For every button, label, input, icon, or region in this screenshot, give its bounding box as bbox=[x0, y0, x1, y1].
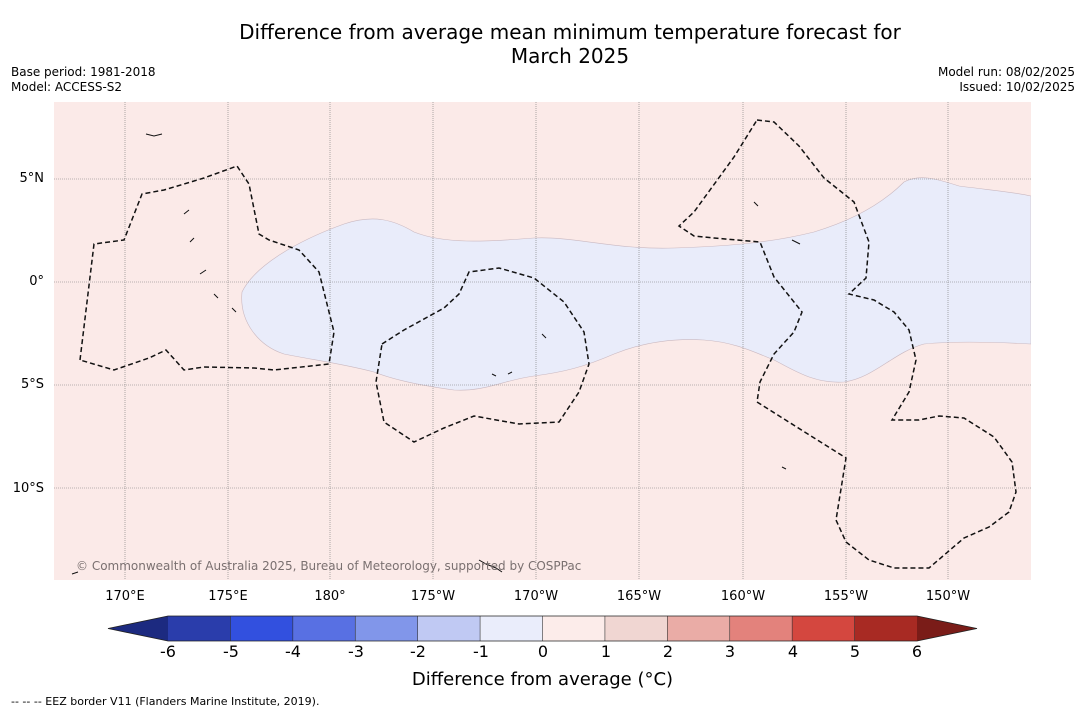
cbar-tick-1: 1 bbox=[600, 642, 612, 661]
issued-date: Issued: 10/02/2025 bbox=[959, 80, 1075, 94]
cbar-tick-2: 2 bbox=[662, 642, 674, 661]
eez-kiribati-gilberts bbox=[79, 165, 335, 371]
colorbar-segment-8 bbox=[667, 616, 731, 641]
title-line-2: March 2025 bbox=[510, 44, 630, 68]
cbar-tick-neg3: -3 bbox=[348, 642, 364, 661]
lon-label-175w: 175°W bbox=[410, 589, 456, 604]
lon-label-150w: 150°W bbox=[925, 589, 971, 604]
cbar-tick-neg2: -2 bbox=[410, 642, 426, 661]
colorbar-segment-1 bbox=[230, 616, 294, 641]
title-line-1: Difference from average mean minimum tem… bbox=[239, 20, 901, 44]
colorbar-segment-9 bbox=[729, 616, 793, 641]
eez-howland-baker bbox=[375, 267, 590, 443]
cbar-tick-neg1: -1 bbox=[473, 642, 489, 661]
cbar-tick-neg6: -6 bbox=[160, 642, 176, 661]
colorbar-segment-7 bbox=[604, 616, 668, 641]
chart-title: Difference from average mean minimum tem… bbox=[0, 20, 1085, 68]
colorbar-segment-6 bbox=[542, 616, 606, 641]
colorbar-extend-high bbox=[917, 616, 977, 641]
eez-legend-note: -- -- -- EEZ border V11 (Flanders Marine… bbox=[11, 695, 320, 708]
meta-right: Model run: 08/02/2025 Issued: 10/02/2025 bbox=[938, 65, 1075, 95]
lon-label-165w: 165°W bbox=[616, 589, 662, 604]
eez-borders bbox=[79, 119, 1017, 569]
cbar-tick-4: 4 bbox=[787, 642, 799, 661]
colorbar-label: Difference from average (°C) bbox=[411, 669, 674, 690]
lon-label-160w: 160°W bbox=[720, 589, 766, 604]
colorbar-segment-2 bbox=[292, 616, 356, 641]
lat-label-0: 0° bbox=[29, 274, 44, 289]
model-name: Model: ACCESS-S2 bbox=[11, 80, 123, 94]
colorbar-segment-3 bbox=[355, 616, 419, 641]
meta-left: Base period: 1981-2018 Model: ACCESS-S2 bbox=[11, 65, 156, 95]
lon-label-170e: 170°E bbox=[105, 589, 145, 604]
lon-label-170w: 170°W bbox=[513, 589, 559, 604]
colorbar-segment-5 bbox=[480, 616, 543, 641]
island-group-3 bbox=[491, 333, 547, 377]
cbar-tick-5: 5 bbox=[849, 642, 861, 661]
lon-label-180: 180° bbox=[314, 589, 346, 604]
island-group-4 bbox=[753, 201, 801, 470]
colorbar-segment-11 bbox=[854, 616, 918, 641]
base-period: Base period: 1981-2018 bbox=[11, 65, 156, 79]
cbar-tick-3: 3 bbox=[724, 642, 736, 661]
cbar-tick-neg5: -5 bbox=[223, 642, 239, 661]
colorbar-extend-low bbox=[108, 616, 168, 641]
islands bbox=[71, 133, 801, 575]
cbar-tick-neg4: -4 bbox=[285, 642, 301, 661]
colorbar-segment-4 bbox=[417, 616, 481, 641]
cbar-tick-0: 0 bbox=[537, 642, 549, 661]
lon-label-155w: 155°W bbox=[823, 589, 869, 604]
lon-label-175e: 175°E bbox=[208, 589, 248, 604]
island-group-1 bbox=[145, 133, 163, 137]
island-group-2 bbox=[183, 209, 237, 313]
lat-label-10s: 10°S bbox=[12, 481, 44, 496]
eez-line-islands bbox=[677, 119, 1017, 569]
forecast-map: © Commonwealth of Australia 2025, Bureau… bbox=[54, 102, 1031, 580]
model-run: Model run: 08/02/2025 bbox=[937, 65, 1075, 79]
lat-label-5s: 5°S bbox=[20, 377, 44, 392]
graticule bbox=[54, 102, 1031, 580]
cool-anomaly-region bbox=[241, 177, 1031, 391]
cbar-tick-6: 6 bbox=[911, 642, 923, 661]
colorbar bbox=[107, 615, 978, 642]
island-group-5 bbox=[71, 559, 503, 575]
colorbar-segment-0 bbox=[168, 616, 231, 641]
copyright-notice: © Commonwealth of Australia 2025, Bureau… bbox=[76, 559, 581, 573]
lat-label-5n: 5°N bbox=[19, 171, 45, 186]
colorbar-outline bbox=[107, 615, 978, 642]
colorbar-segment-10 bbox=[792, 616, 856, 641]
